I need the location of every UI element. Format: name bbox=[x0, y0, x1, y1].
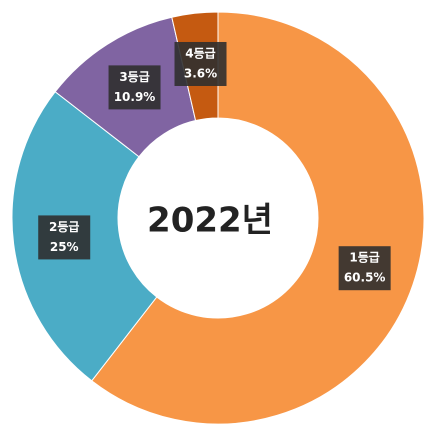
label-name: 1등급 bbox=[349, 251, 379, 265]
donut-slice bbox=[91, 11, 425, 425]
label-name: 3등급 bbox=[119, 70, 149, 84]
label-value: 10.9% bbox=[114, 90, 156, 104]
label-value: 3.6% bbox=[184, 66, 217, 80]
label-box bbox=[174, 41, 227, 86]
label-box bbox=[108, 65, 161, 110]
data-label: 3등급 10.9% bbox=[108, 65, 161, 110]
label-value: 60.5% bbox=[344, 271, 386, 285]
label-name: 4등급 bbox=[185, 46, 215, 60]
label-box bbox=[38, 215, 91, 260]
data-label: 4등급 3.6% bbox=[174, 41, 227, 86]
chart-title: 2022년 bbox=[147, 201, 273, 241]
data-label: 1등급 60.5% bbox=[338, 246, 391, 291]
label-value: 25% bbox=[50, 240, 79, 254]
label-box bbox=[338, 246, 391, 291]
label-name: 2등급 bbox=[49, 220, 79, 234]
